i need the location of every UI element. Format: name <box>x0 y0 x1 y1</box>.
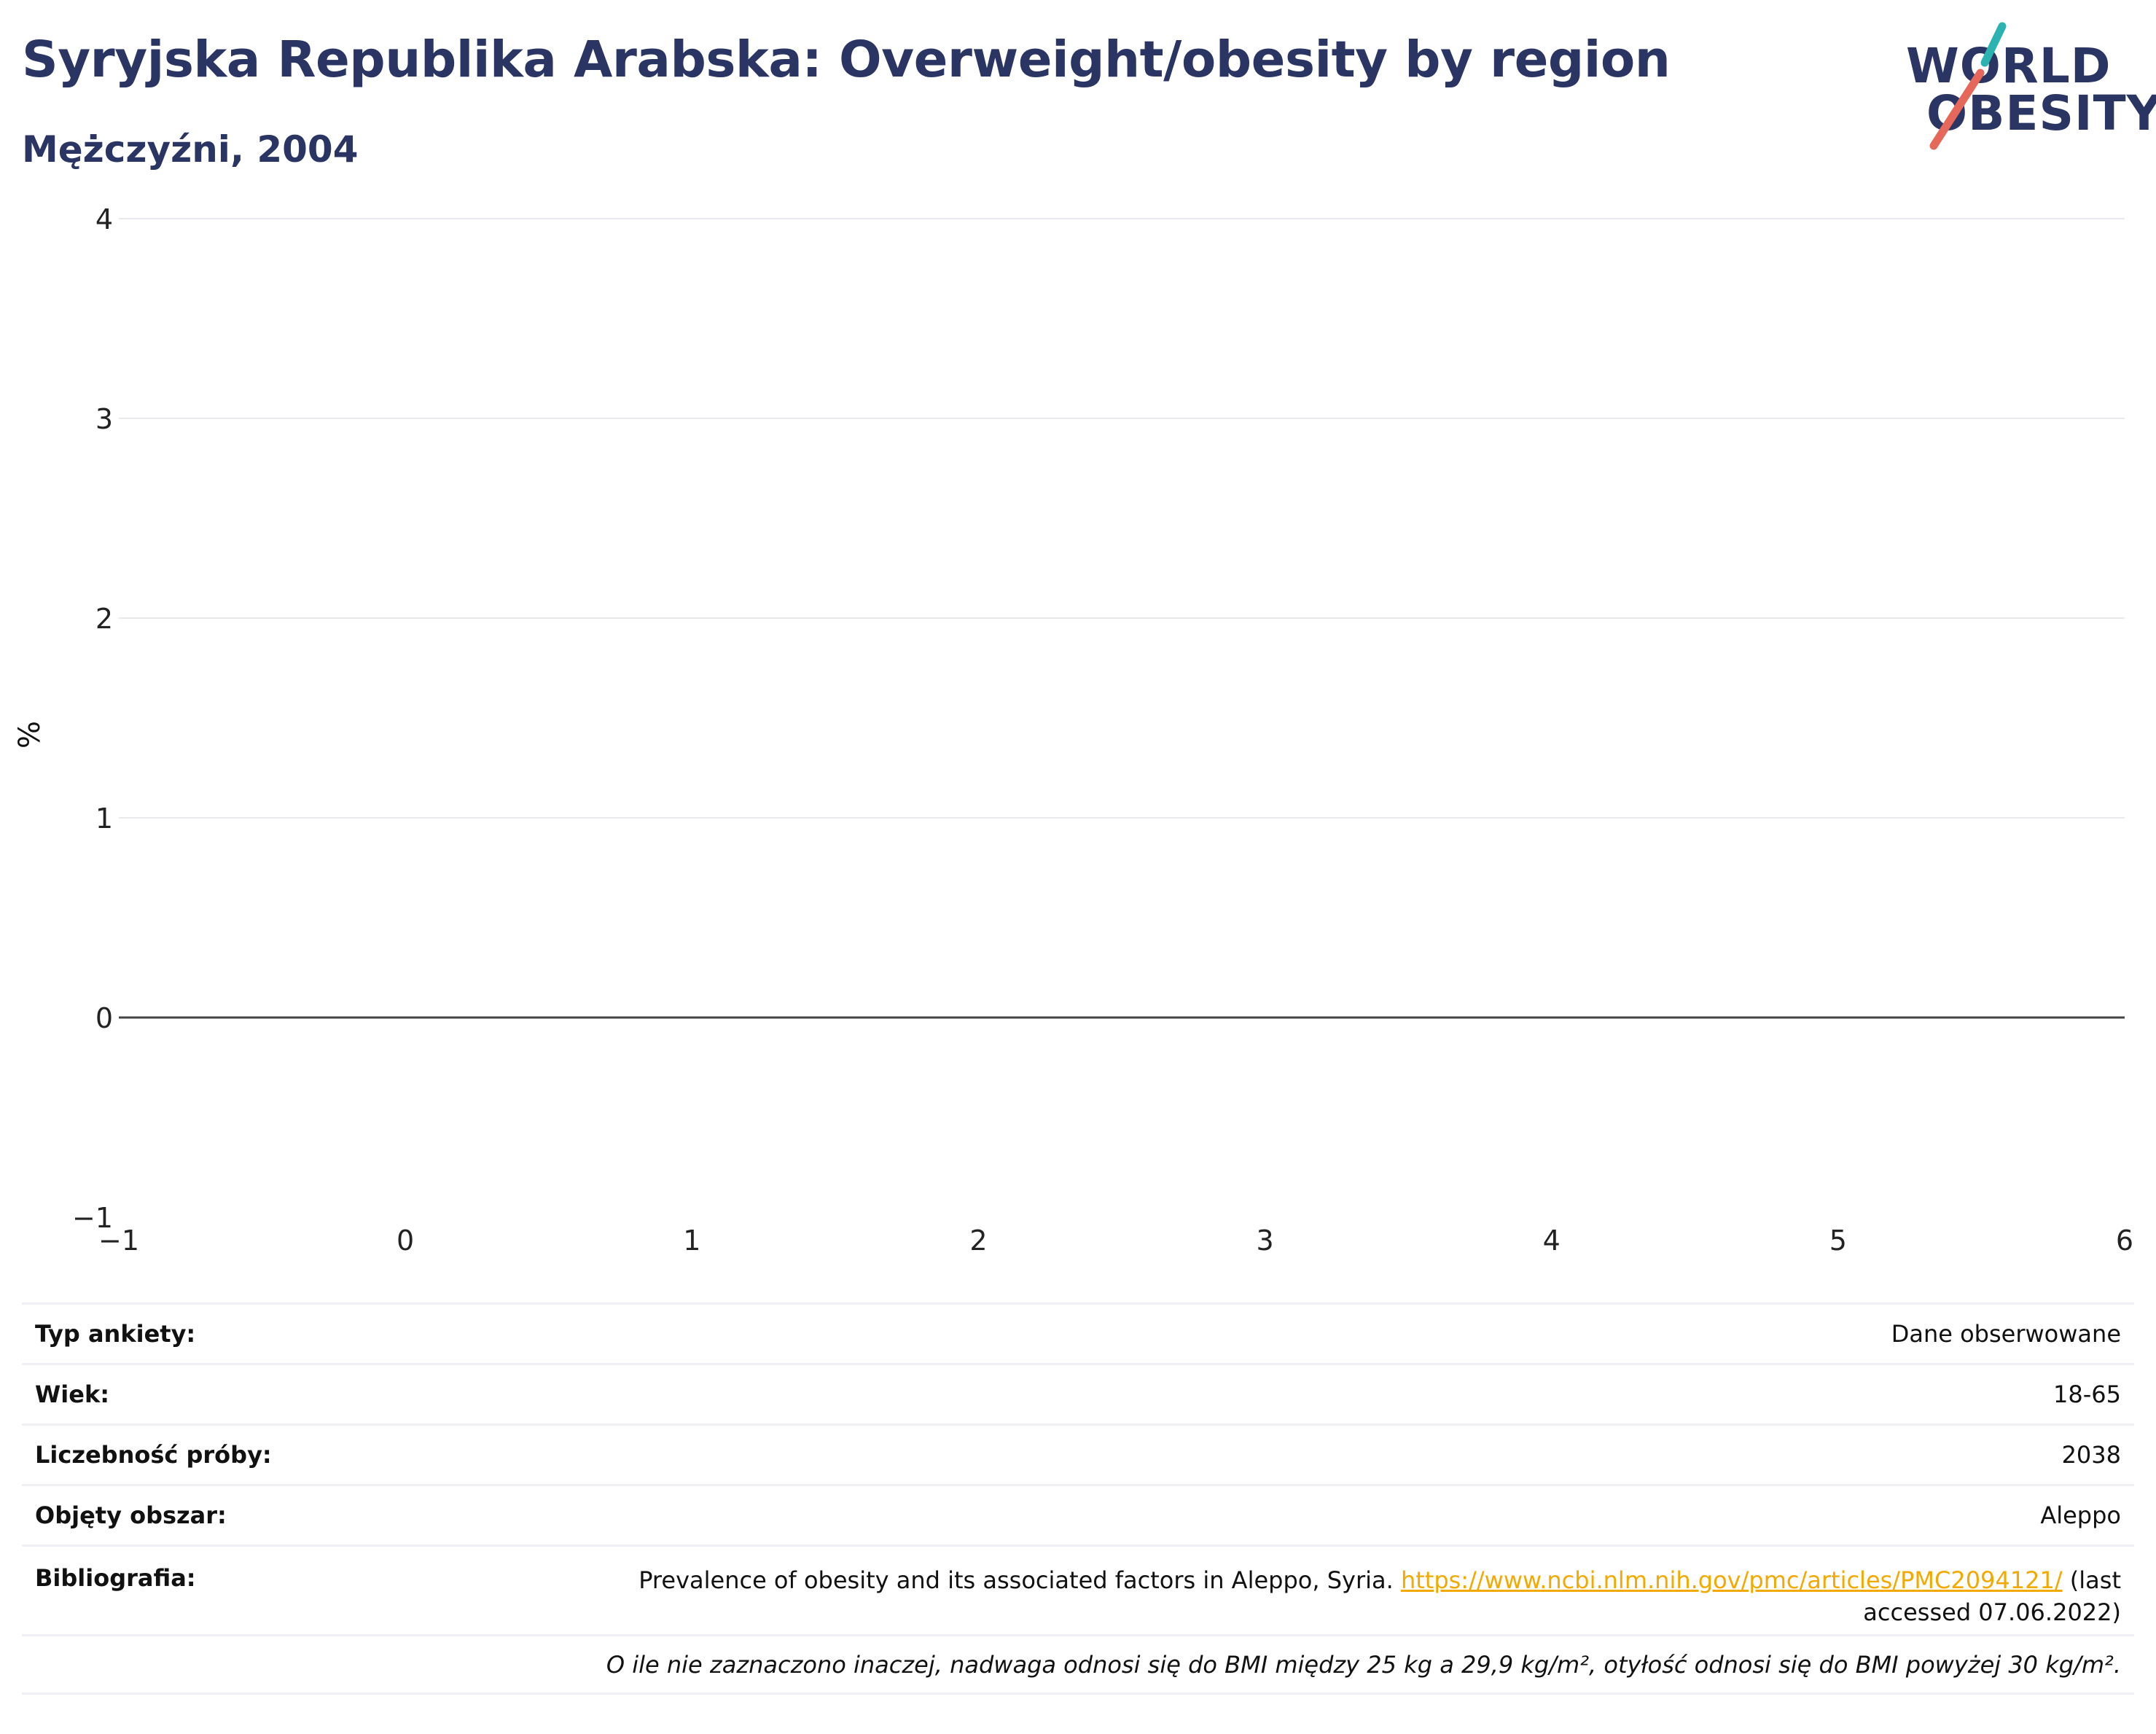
bibliography-link[interactable]: https://www.ncbi.nlm.nih.gov/pmc/article… <box>1400 1566 2063 1594</box>
bmi-note: O ile nie zaznaczono inaczej, nadwaga od… <box>606 1650 2121 1679</box>
bibliography-suffix: (last accessed 07.06.2022) <box>1863 1566 2121 1626</box>
y-tick-label: −1 <box>72 1202 113 1234</box>
survey-info-table: Typ ankiety: Dane obserwowane Wiek: 18-6… <box>22 1303 2134 1695</box>
world-obesity-logo[interactable]: WORLD OBESITY <box>1899 20 2156 152</box>
y-tick-label: 4 <box>95 203 113 235</box>
logo-word-world: WORLD <box>1906 38 2112 94</box>
x-tick-label: 0 <box>397 1225 414 1257</box>
x-tick-labels: −1 0 1 2 3 4 5 6 <box>98 1225 2133 1257</box>
info-row-note: O ile nie zaznaczono inaczej, nadwaga od… <box>22 1634 2134 1695</box>
sample-size-value: 2038 <box>2061 1441 2121 1469</box>
y-axis-title: % <box>13 720 47 749</box>
sample-size-label: Liczebność próby: <box>35 1441 272 1469</box>
info-row-bibliography: Bibliografia: Prevalence of obesity and … <box>22 1544 2134 1634</box>
survey-type-value: Dane obserwowane <box>1891 1320 2121 1348</box>
x-tick-label: 2 <box>969 1225 987 1257</box>
x-tick-label: 5 <box>1829 1225 1847 1257</box>
info-row-survey-type: Typ ankiety: Dane obserwowane <box>22 1303 2134 1363</box>
info-row-area: Objęty obszar: Aleppo <box>22 1484 2134 1544</box>
info-row-age: Wiek: 18-65 <box>22 1363 2134 1423</box>
page-subtitle: Mężczyźni, 2004 <box>22 128 359 171</box>
page-title: Syryjska Republika Arabska: Overweight/o… <box>22 31 1671 89</box>
x-tick-label: 6 <box>2116 1225 2133 1257</box>
area-label: Objęty obszar: <box>35 1501 227 1529</box>
bibliography-value: Prevalence of obesity and its associated… <box>627 1564 2121 1634</box>
logo-slash-icon <box>1929 22 2007 150</box>
y-tick-labels: −1 0 1 2 3 4 <box>72 203 113 1234</box>
chart-area: −1 0 1 2 3 4 −1 0 1 2 3 4 5 6 <box>72 203 2133 1257</box>
y-tick-label: 3 <box>95 403 113 435</box>
age-value: 18-65 <box>2053 1380 2121 1408</box>
y-tick-label: 2 <box>95 603 113 635</box>
x-tick-label: 3 <box>1256 1225 1273 1257</box>
x-tick-label: −1 <box>98 1225 139 1257</box>
bibliography-text: Prevalence of obesity and its associated… <box>638 1566 1394 1594</box>
gridlines <box>119 218 2125 1019</box>
x-tick-label: 1 <box>683 1225 700 1257</box>
x-tick-label: 4 <box>1543 1225 1561 1257</box>
y-tick-label: 0 <box>95 1002 113 1034</box>
area-value: Aleppo <box>2040 1501 2121 1529</box>
y-tick-label: 1 <box>95 802 113 835</box>
bibliography-label: Bibliografia: <box>35 1564 196 1592</box>
age-label: Wiek: <box>35 1380 110 1408</box>
survey-type-label: Typ ankiety: <box>35 1320 196 1348</box>
info-row-sample-size: Liczebność próby: 2038 <box>22 1423 2134 1484</box>
